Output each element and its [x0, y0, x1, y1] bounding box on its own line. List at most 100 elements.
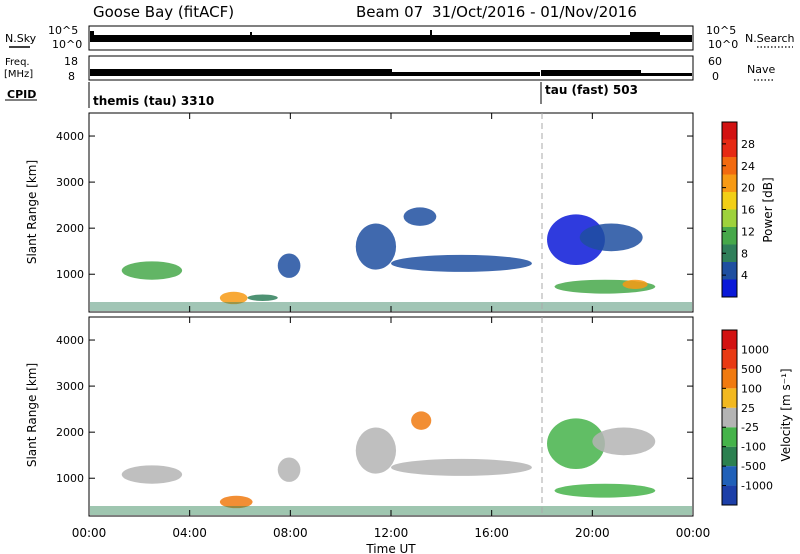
colorbar-tick-label: 28 — [741, 138, 755, 151]
nsky-tick-bottom: 10^0 — [52, 38, 82, 51]
power-colorbar-label: Power [dB] — [761, 177, 775, 242]
colorbar-tick-label: 12 — [741, 225, 755, 238]
colorbar-tick-label: 20 — [741, 182, 755, 195]
scatter-region — [391, 458, 532, 476]
nave-tick-top: 60 — [708, 55, 722, 68]
scatter-region — [403, 207, 437, 226]
power-colorbar: 4 8 12 16 20 24 28 Power [dB] — [721, 121, 775, 298]
colorbar-swatch — [722, 262, 737, 280]
scatter-region — [121, 465, 183, 484]
nsearch-label: N.Search — [745, 32, 795, 45]
scatter-region — [121, 261, 183, 280]
colorbar-swatch — [722, 227, 737, 245]
power-panel: 1000 2000 3000 4000 Slant Range [km] — [25, 112, 694, 313]
colorbar-tick-label: 24 — [741, 160, 755, 173]
colorbar-tick-label: 1000 — [741, 343, 769, 356]
colorbar-swatch — [722, 139, 737, 157]
colorbar-swatch — [722, 407, 737, 428]
y-tick-label: 2000 — [56, 426, 84, 439]
scatter-region — [579, 223, 643, 252]
freq-strip: Freq. [MHz] 18 8 60 0 Nave — [4, 55, 775, 83]
colorbar-swatch — [722, 368, 737, 389]
colorbar-tick-label: 8 — [741, 247, 748, 260]
nsky-tick-top: 10^5 — [48, 24, 78, 37]
scatter-region — [355, 223, 397, 270]
colorbar-swatch — [722, 330, 737, 350]
x-tick-label: 08:00 — [273, 526, 308, 540]
colorbar-swatch — [722, 192, 737, 210]
station-title: Goose Bay (fitACF) — [93, 3, 234, 21]
nave-label: Nave — [747, 63, 775, 76]
scatter-region — [219, 291, 248, 305]
colorbar-swatch — [722, 485, 737, 505]
power-y-axis: 1000 2000 3000 4000 — [56, 130, 693, 281]
x-tick-label: 00:00 — [676, 526, 711, 540]
nsearch-tick-top: 10^5 — [706, 24, 736, 37]
colorbar-swatch — [722, 427, 737, 447]
freq-label: Freq. — [5, 57, 30, 68]
colorbar-tick-label: -500 — [741, 460, 766, 473]
nsky-strip: N.Sky 10^5 10^0 10^5 10^0 N.Search — [5, 24, 795, 51]
scatter-region — [219, 495, 253, 509]
colorbar-swatch — [722, 209, 737, 227]
scatter-region — [355, 427, 397, 474]
scatter-region — [592, 427, 656, 456]
nave-tick-bottom: 0 — [712, 70, 719, 83]
velocity-colorbar: 1000 500 100 25 -25 -100 -500 -1000 Velocity [m… — [721, 329, 793, 506]
scatter-region — [391, 254, 532, 272]
colorbar-tick-label: -100 — [741, 441, 766, 454]
colorbar-swatch — [722, 349, 737, 369]
time-axis: 00:00 04:00 08:00 12:00 16:00 20:00 00:00 — [72, 113, 711, 540]
x-tick-label: 20:00 — [575, 526, 610, 540]
colorbar-tick-label: -25 — [741, 421, 759, 434]
nsky-label: N.Sky — [5, 32, 37, 45]
colorbar-tick-label: -1000 — [741, 480, 773, 493]
nsky-trace — [90, 35, 692, 42]
scatter-region — [411, 411, 432, 430]
y-tick-label: 4000 — [56, 334, 84, 347]
velocity-ylabel: Slant Range [km] — [25, 363, 39, 467]
freq-tick-top: 18 — [64, 55, 78, 68]
colorbar-tick-label: 100 — [741, 382, 762, 395]
colorbar-swatch — [722, 279, 737, 297]
x-axis-label: Time UT — [365, 542, 416, 554]
colorbar-tick-label: 4 — [741, 269, 748, 282]
x-tick-label: 00:00 — [72, 526, 107, 540]
colorbar-swatch — [722, 174, 737, 192]
y-tick-label: 3000 — [56, 380, 84, 393]
velocity-colorbar-label: Velocity [m s⁻¹] — [779, 368, 793, 461]
freq-tick-bottom: 8 — [68, 70, 75, 83]
scatter-region — [547, 418, 605, 470]
freq-unit: [MHz] — [4, 69, 33, 80]
date-range: 31/Oct/2016 - 01/Nov/2016 — [432, 3, 637, 21]
scatter-region — [277, 253, 301, 278]
nave-trace — [541, 70, 641, 76]
freq-trace — [90, 69, 392, 76]
colorbar-swatch — [722, 388, 737, 408]
y-tick-label: 2000 — [56, 222, 84, 235]
colorbar-swatch — [722, 122, 737, 140]
cpid-label: CPID — [7, 88, 36, 101]
x-tick-label: 12:00 — [374, 526, 409, 540]
scatter-region — [622, 279, 648, 289]
cpid-strip: CPID themis (tau) 3310 tau (fast) 503 — [5, 82, 638, 108]
scatter-region — [277, 457, 301, 482]
colorbar-swatch — [722, 446, 737, 467]
power-ylabel: Slant Range [km] — [25, 160, 39, 264]
x-tick-label: 04:00 — [172, 526, 207, 540]
y-tick-label: 1000 — [56, 472, 84, 485]
velocity-y-axis: 1000 2000 3000 4000 — [56, 334, 693, 485]
colorbar-swatch — [722, 466, 737, 486]
scatter-region — [247, 294, 278, 301]
scatter-region — [554, 483, 656, 498]
cpid-segment-1: themis (tau) 3310 — [93, 94, 214, 108]
y-tick-label: 1000 — [56, 268, 84, 281]
colorbar-swatch — [722, 157, 737, 175]
colorbar-tick-label: 16 — [741, 204, 755, 217]
beam-label: Beam 07 — [356, 3, 423, 21]
y-tick-label: 3000 — [56, 176, 84, 189]
colorbar-tick-label: 25 — [741, 402, 755, 415]
colorbar-swatch — [722, 244, 737, 262]
cpid-segment-2: tau (fast) 503 — [545, 83, 638, 97]
